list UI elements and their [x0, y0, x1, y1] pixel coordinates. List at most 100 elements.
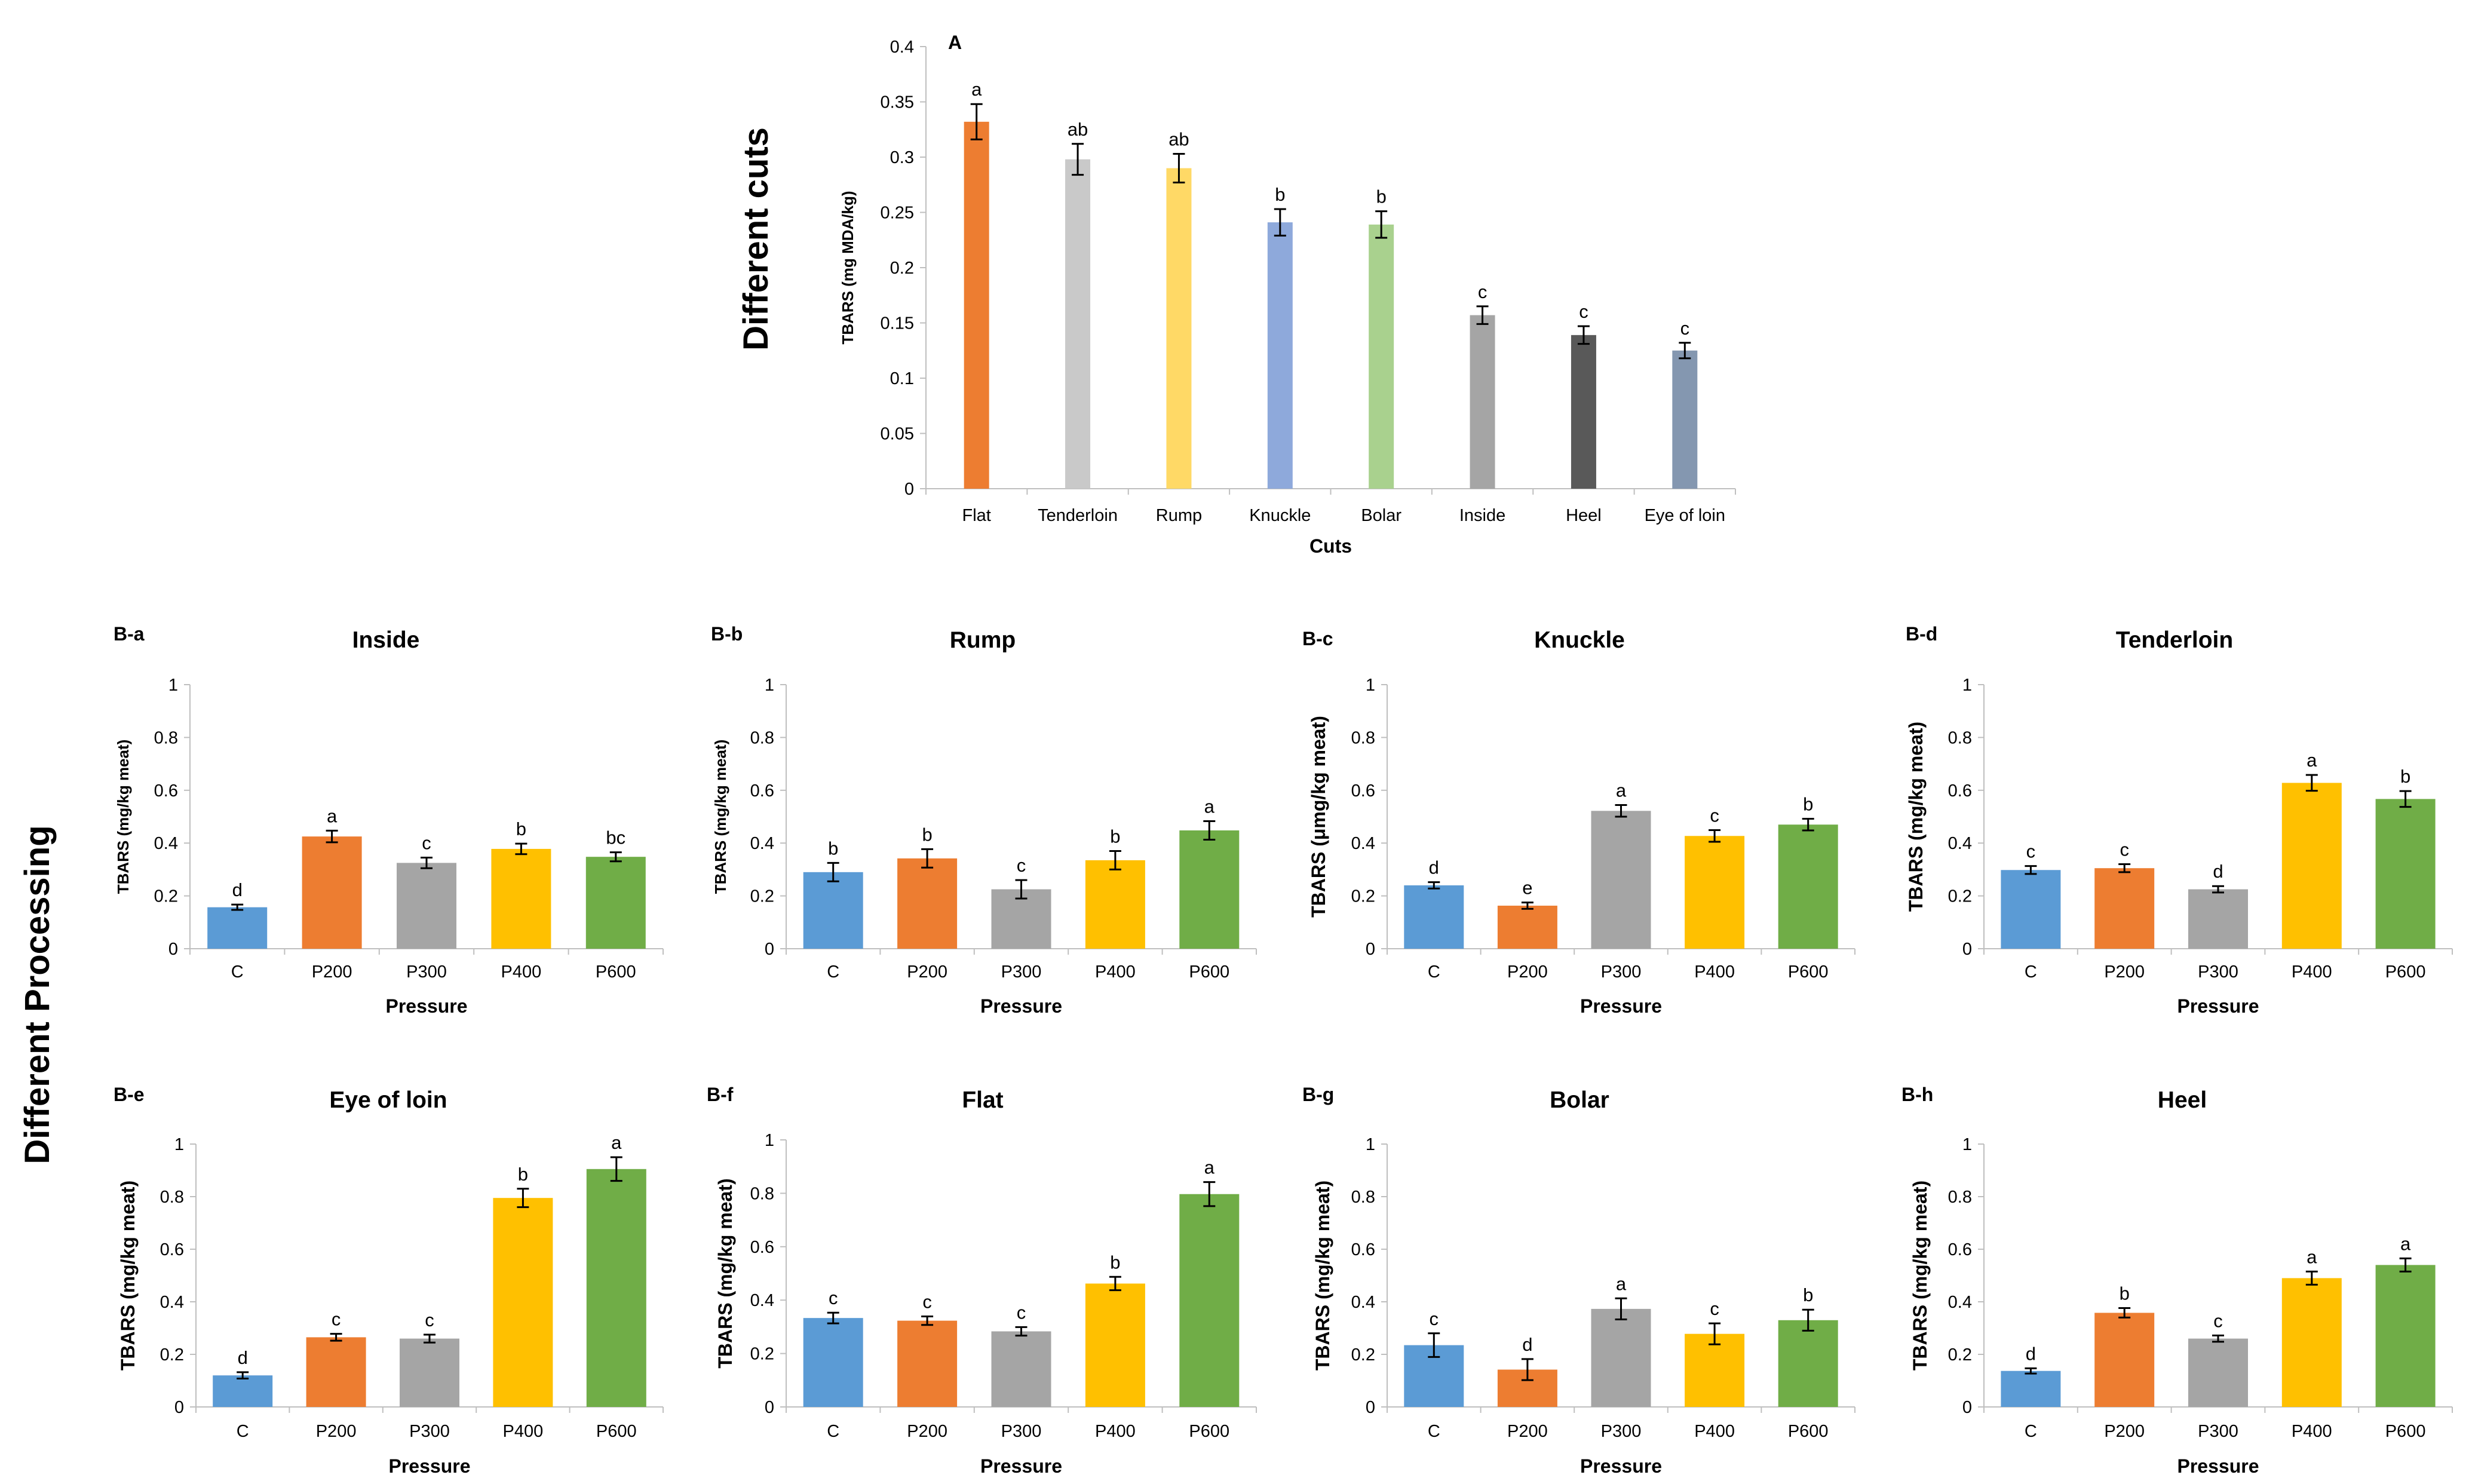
bar-p300	[991, 1331, 1051, 1407]
significance-label: b	[2120, 1283, 2130, 1304]
significance-label: d	[2213, 861, 2223, 882]
y-tick-label: 1	[765, 676, 774, 695]
category-label: P400	[2292, 962, 2332, 982]
category-label: P400	[501, 962, 542, 982]
significance-label: c	[1017, 855, 1026, 876]
x-axis-title: Pressure	[1580, 995, 1662, 1017]
y-tick-label: 0	[904, 480, 914, 499]
category-label: P200	[2104, 962, 2145, 982]
panel-label: B-g	[1302, 1084, 1334, 1105]
significance-label: e	[1522, 878, 1532, 899]
x-axis-title: Pressure	[980, 995, 1062, 1017]
significance-label: b	[2400, 766, 2410, 787]
category-label: P400	[2292, 1422, 2332, 1441]
category-label: P300	[1001, 962, 1042, 982]
category-label: P300	[1601, 1422, 1642, 1441]
significance-label: c	[829, 1287, 838, 1308]
category-label: P300	[2198, 962, 2238, 982]
significance-label: b	[1275, 184, 1285, 205]
bar-rump	[1166, 168, 1192, 489]
y-axis-title: TBARS (mg/kg meat)	[711, 740, 729, 894]
bar-heel	[1571, 335, 1596, 489]
significance-label: d	[1429, 857, 1439, 878]
y-tick-label: 0.6	[160, 1240, 184, 1259]
category-label: P300	[409, 1422, 450, 1441]
y-tick-label: 0.8	[1351, 1188, 1375, 1207]
category-label: Tenderloin	[1038, 506, 1118, 525]
category-label: P400	[1095, 1422, 1136, 1441]
significance-label: d	[2026, 1343, 2036, 1364]
bar-p200	[302, 836, 362, 949]
y-tick-label: 0.4	[750, 1291, 774, 1310]
bar-p600	[1179, 830, 1240, 949]
category-label: C	[827, 962, 839, 982]
y-tick-label: 0.8	[1948, 728, 1972, 747]
significance-label: a	[2307, 750, 2317, 771]
y-tick-label: 0.8	[750, 728, 774, 747]
panel-label: B-h	[1901, 1084, 1933, 1105]
y-tick-label: 0	[168, 940, 178, 959]
panel-title: Inside	[352, 627, 420, 653]
y-tick-label: 0.6	[1948, 1240, 1972, 1259]
category-label: P600	[1788, 1422, 1829, 1441]
significance-label: a	[1204, 796, 1215, 817]
y-tick-label: 1	[168, 676, 178, 695]
bar-flat	[964, 121, 989, 489]
significance-label: c	[1478, 281, 1488, 302]
significance-label: c	[1579, 301, 1588, 322]
panel-title: Knuckle	[1534, 627, 1625, 653]
y-axis-title: TBARS (mg/kg meat)	[1905, 722, 1927, 912]
chart-b-g: 0 0.2 0.4 0.6 0.8 1 c Cd P200 a P300 c P400 b P600 Pres…	[1302, 1084, 1855, 1477]
category-label: P600	[1189, 1422, 1229, 1441]
significance-label: bc	[606, 827, 625, 848]
significance-label: b	[1110, 1252, 1120, 1273]
bar-p200	[897, 1320, 958, 1407]
panel-title: Eye of loin	[329, 1087, 447, 1113]
bar-p200	[897, 858, 958, 949]
significance-label: a	[1616, 1273, 1627, 1294]
significance-label: a	[611, 1132, 622, 1153]
bar-bolar	[1369, 224, 1394, 489]
significance-label: d	[1522, 1334, 1532, 1355]
y-axis-title: TBARS (mg MDA/kg)	[839, 191, 857, 344]
y-tick-label: 0.25	[881, 204, 914, 223]
y-tick-label: 0.6	[750, 781, 774, 801]
significance-label: ab	[1168, 128, 1189, 149]
significance-label: a	[1204, 1157, 1215, 1178]
panel-label: B-c	[1302, 628, 1333, 649]
category-label: Knuckle	[1249, 506, 1311, 525]
significance-label: b	[1110, 826, 1120, 847]
significance-label: c	[1680, 318, 1690, 339]
category-label: P300	[1601, 962, 1642, 982]
panel-label: B-e	[114, 1084, 145, 1105]
y-tick-label: 0.8	[1948, 1188, 1972, 1207]
chart-b-b: 0 0.2 0.4 0.6 0.8 1 b Cb P200 c P300 b P400 a P600 Pres…	[711, 623, 1257, 1017]
y-tick-label: 0	[1962, 940, 1972, 959]
bar-knuckle	[1267, 222, 1293, 489]
y-tick-label: 0.4	[160, 1293, 184, 1312]
category-label: Eye of loin	[1645, 506, 1725, 525]
bar-p600	[1778, 824, 1838, 949]
category-label: C	[231, 962, 244, 982]
category-label: P200	[1507, 962, 1548, 982]
x-axis-title: Pressure	[2177, 995, 2259, 1017]
panel-title: Rump	[950, 627, 1016, 653]
y-tick-label: 0.2	[160, 1345, 184, 1365]
category-label: P400	[1694, 1422, 1735, 1441]
y-tick-label: 0.2	[1948, 887, 1972, 906]
category-label: P200	[316, 1422, 357, 1441]
category-label: C	[2025, 1422, 2037, 1441]
y-tick-label: 0.4	[1351, 1293, 1375, 1312]
significance-label: b	[922, 824, 932, 845]
category-label: C	[1428, 962, 1440, 982]
category-label: C	[2025, 962, 2037, 982]
significance-label: c	[1710, 1298, 1719, 1319]
bar-c	[2001, 1370, 2061, 1407]
y-tick-label: 0	[1366, 940, 1375, 959]
category-label: P400	[1694, 962, 1735, 982]
significance-label: c	[1430, 1308, 1439, 1329]
y-tick-label: 0.6	[750, 1238, 774, 1257]
y-axis-title: TBARS (μmg/kg meat)	[1308, 716, 1329, 918]
category-label: P600	[1189, 962, 1229, 982]
significance-label: c	[425, 1310, 434, 1330]
